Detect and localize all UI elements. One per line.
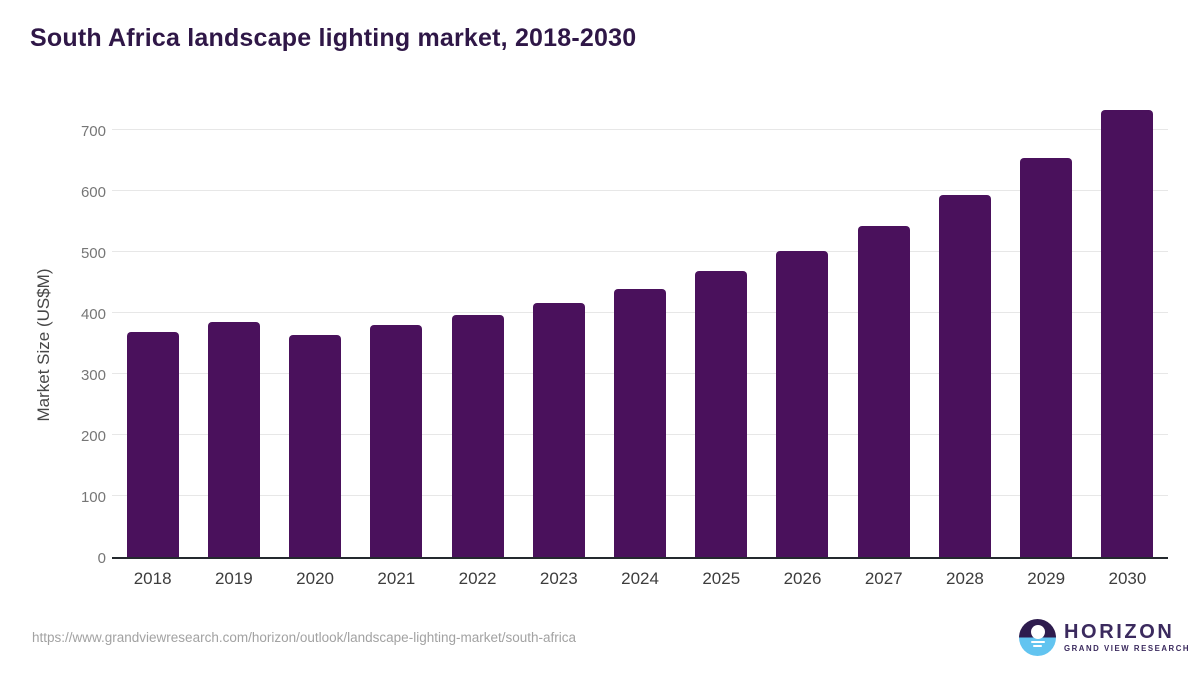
x-tick-2020: 2020 [296, 569, 334, 588]
bar-slot-2023 [518, 130, 599, 557]
bar-2025[interactable] [695, 270, 748, 557]
y-tick-600: 600 [80, 184, 106, 201]
bar-2019[interactable] [207, 321, 260, 557]
bar-2028[interactable] [938, 195, 991, 557]
x-tick-2023: 2023 [539, 569, 578, 588]
bar-2027[interactable] [857, 225, 910, 557]
y-tick-300: 300 [80, 367, 106, 384]
water-reflection-line-icon [1030, 640, 1045, 644]
x-tick-2025: 2025 [702, 569, 741, 588]
bar-2024[interactable] [614, 288, 667, 557]
gridline-700 [112, 129, 1168, 130]
y-tick-200: 200 [80, 428, 106, 445]
horizon-sun-over-water-icon [1019, 619, 1056, 656]
logo-subtitle: GRAND VIEW RESEARCH [1064, 644, 1191, 653]
logo-title: HORIZON [1064, 621, 1175, 643]
x-tick-2028: 2028 [946, 569, 984, 588]
water-reflection-line-icon [1033, 645, 1042, 648]
bar-2020[interactable] [289, 334, 342, 557]
x-tick-2027: 2027 [864, 569, 903, 588]
x-tick-2022: 2022 [458, 569, 497, 588]
x-tick-2018: 2018 [133, 569, 172, 588]
bar-2029[interactable] [1020, 158, 1073, 557]
bar-slot-2018 [112, 130, 193, 557]
bar-slot-2022 [437, 130, 518, 557]
x-tick-2030: 2030 [1108, 569, 1147, 588]
bar-series [112, 110, 1168, 557]
x-axis-tick-labels: 2018 2019 2020 2021 2022 2023 2024 2025 2026 2027… [112, 563, 1168, 589]
logo-text: HORIZON GRAND VIEW RESEARCH [1064, 622, 1190, 653]
x-tick-2026: 2026 [783, 569, 822, 588]
y-tick-700: 700 [80, 123, 106, 140]
bar-2030[interactable] [1101, 110, 1154, 557]
bar-slot-2027 [843, 130, 924, 557]
y-axis-title: Market Size (US$M) [34, 268, 53, 422]
gridline-500 [112, 251, 1168, 252]
x-tick-2021: 2021 [377, 569, 416, 588]
y-tick-500: 500 [80, 245, 106, 262]
bar-slot-2025 [681, 130, 762, 557]
gridline-600 [112, 190, 1168, 191]
source-url: https://www.grandviewresearch.com/horizo… [32, 630, 577, 645]
bar-slot-2019 [193, 130, 274, 557]
x-tick-2024: 2024 [621, 569, 659, 588]
bar-slot-2030 [1087, 110, 1168, 557]
bar-slot-2029 [1006, 130, 1087, 557]
bar-slot-2028 [924, 130, 1005, 557]
bar-2023[interactable] [532, 302, 585, 557]
sun-icon [1030, 625, 1045, 639]
bar-2018[interactable] [126, 331, 179, 557]
bar-2021[interactable] [370, 325, 423, 557]
x-tick-2029: 2029 [1027, 569, 1066, 588]
bar-slot-2020 [274, 130, 355, 557]
y-axis-tick-labels: 0 100 200 300 400 500 600 700 [60, 123, 106, 567]
bar-slot-2021 [356, 130, 437, 557]
horizon-logo: HORIZON GRAND VIEW RESEARCH [1019, 619, 1190, 656]
y-tick-100: 100 [80, 489, 106, 506]
x-tick-2019: 2019 [214, 569, 253, 588]
bar-2022[interactable] [451, 314, 504, 557]
bar-slot-2024 [599, 130, 680, 557]
y-tick-400: 400 [80, 306, 106, 323]
plot-area [112, 110, 1168, 559]
bar-slot-2026 [762, 130, 843, 557]
bar-2026[interactable] [776, 250, 829, 557]
y-tick-0: 0 [97, 550, 106, 567]
chart-title: South Africa landscape lighting market, … [30, 24, 637, 52]
